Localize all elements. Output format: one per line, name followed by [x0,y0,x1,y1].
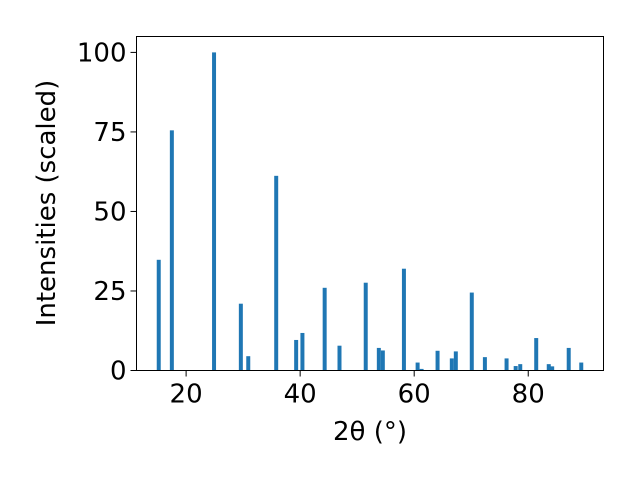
y-axis-ticks: 0 25 50 75 100 [77,38,137,387]
bar [401,268,406,371]
x-tick-label: 60 [398,380,431,410]
bar [482,357,487,371]
bar [238,303,243,371]
bar [579,362,584,371]
bar [322,287,327,371]
y-axis-label: Intensities (scaled) [32,80,62,327]
bar [300,332,305,371]
y-tick-label: 0 [110,357,127,387]
x-tick-label: 40 [284,380,317,410]
bar [212,52,217,371]
bar [169,130,174,371]
plot-frame [136,36,604,371]
bar [156,259,161,371]
bar [546,364,551,371]
x-axis-label: 2θ (°) [333,417,407,447]
bar [518,364,523,371]
bar [435,350,440,371]
bar [449,358,454,371]
bar [294,339,299,371]
bar [566,347,571,371]
bar [246,356,251,371]
bar [504,358,509,371]
bar [453,351,458,371]
bar [376,347,381,371]
bar [380,350,385,371]
bar [419,368,424,371]
x-axis-ticks: 20 40 60 80 [170,370,545,410]
y-tick-label: 50 [93,197,126,227]
y-tick-label: 100 [77,38,127,68]
x-tick-label: 20 [170,380,203,410]
y-tick-label: 25 [93,277,126,307]
bar [469,292,474,371]
bar [363,282,368,371]
bar [534,338,539,371]
x-tick-label: 80 [512,380,545,410]
bar [550,366,555,371]
bar [337,345,342,371]
bar [274,175,279,371]
bar [513,366,518,371]
y-tick-label: 75 [93,118,126,148]
bar [415,362,420,371]
bar-series [156,52,584,371]
